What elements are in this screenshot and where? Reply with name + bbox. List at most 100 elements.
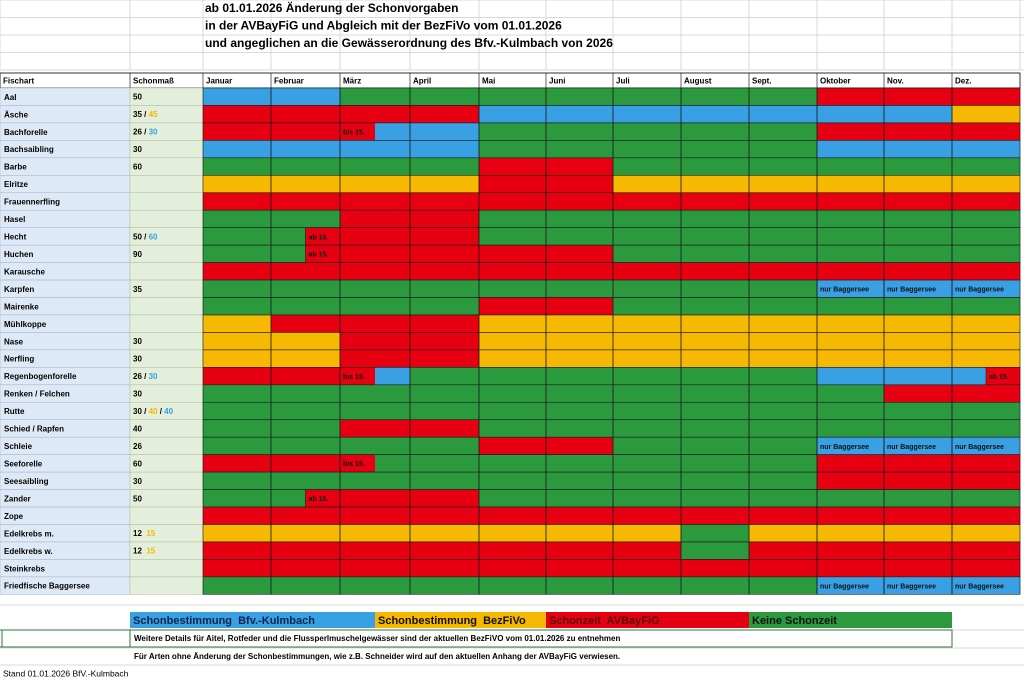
period-cell	[715, 192, 750, 211]
period-cell	[952, 157, 987, 176]
minimum-size: 30	[133, 477, 142, 486]
period-cell	[512, 210, 547, 228]
size-part: 35	[133, 285, 142, 294]
period-cell	[918, 280, 953, 298]
period-cell	[203, 192, 238, 211]
legend-label: Keine Schonzeit	[752, 615, 837, 627]
period-cell	[305, 402, 341, 420]
period-cell	[237, 297, 272, 315]
period-cell	[512, 507, 547, 525]
period-cell	[749, 507, 784, 525]
period-cell	[305, 437, 341, 455]
size-part: 30	[133, 145, 142, 154]
period-cell	[850, 419, 885, 438]
period-cell	[375, 140, 411, 158]
period-cell	[715, 314, 750, 333]
period-cell	[918, 210, 953, 228]
period-cell	[271, 559, 306, 577]
period-cell	[410, 297, 445, 315]
period-cell	[647, 541, 682, 560]
size-part: /	[157, 407, 164, 416]
cell-note: nur Baggersee	[820, 444, 869, 451]
period-cell	[479, 524, 513, 542]
period-cell	[850, 280, 885, 298]
period-cell	[479, 472, 513, 490]
period-cell	[444, 437, 480, 455]
period-cell	[479, 210, 513, 228]
cell-note: ab 15.	[309, 496, 329, 503]
period-cell	[479, 419, 513, 438]
period-cell	[681, 105, 716, 123]
period-cell	[850, 192, 885, 211]
period-cell	[884, 524, 919, 542]
period-cell	[375, 227, 411, 246]
period-cell	[850, 88, 885, 106]
species-name: Karpfen	[4, 285, 34, 294]
period-cell	[681, 419, 716, 438]
period-cell	[579, 332, 614, 350]
period-cell	[850, 227, 885, 246]
period-cell	[952, 437, 987, 455]
period-cell	[986, 367, 1021, 385]
period-cell	[305, 210, 341, 228]
period-cell	[715, 489, 750, 508]
period-cell	[884, 576, 919, 595]
period-cell	[613, 192, 648, 211]
period-cell	[305, 245, 341, 263]
period-cell	[952, 245, 987, 263]
period-cell	[918, 489, 953, 508]
period-cell	[613, 437, 648, 455]
month-header: Februar	[274, 77, 304, 86]
species-name: Hasel	[4, 215, 25, 224]
period-cell	[850, 262, 885, 281]
period-cell	[850, 454, 885, 473]
period-cell	[783, 367, 818, 385]
period-cell	[237, 454, 272, 473]
period-cell	[884, 262, 919, 281]
period-cell	[681, 140, 716, 158]
period-cell	[749, 314, 784, 333]
period-cell	[817, 489, 851, 508]
species-name: Renken / Felchen	[4, 390, 70, 399]
period-cell	[749, 576, 784, 595]
period-cell	[986, 349, 1021, 368]
size-part: 60	[133, 459, 142, 468]
period-cell	[305, 122, 341, 141]
period-cell	[479, 576, 513, 595]
period-cell	[203, 122, 238, 141]
period-cell	[512, 454, 547, 473]
period-cell	[444, 88, 480, 106]
period-cell	[410, 175, 445, 193]
cell-note: nur Baggersee	[887, 287, 936, 294]
species-name: Regenbogenforelle	[4, 372, 77, 381]
period-cell	[681, 280, 716, 298]
period-cell	[986, 507, 1021, 525]
period-cell	[271, 105, 306, 123]
species-name: Seesaibling	[4, 477, 49, 486]
period-cell	[918, 367, 953, 385]
period-cell	[850, 210, 885, 228]
period-cell	[918, 472, 953, 490]
species-name: Frauennerfling	[4, 198, 60, 207]
period-cell	[546, 559, 580, 577]
period-cell	[375, 297, 411, 315]
period-cell	[817, 262, 851, 281]
period-cell	[952, 175, 987, 193]
period-cell	[237, 349, 272, 368]
period-cell	[444, 541, 480, 560]
period-cell	[305, 157, 341, 176]
period-cell	[647, 210, 682, 228]
period-cell	[444, 280, 480, 298]
period-cell	[884, 192, 919, 211]
period-cell	[884, 332, 919, 350]
period-cell	[479, 140, 513, 158]
period-cell	[613, 88, 648, 106]
period-cell	[647, 576, 682, 595]
period-cell	[715, 175, 750, 193]
period-cell	[715, 140, 750, 158]
period-cell	[715, 524, 750, 542]
period-cell	[850, 314, 885, 333]
title-line: ab 01.01.2026 Änderung der Schonvorgaben	[205, 0, 458, 15]
period-cell	[512, 262, 547, 281]
